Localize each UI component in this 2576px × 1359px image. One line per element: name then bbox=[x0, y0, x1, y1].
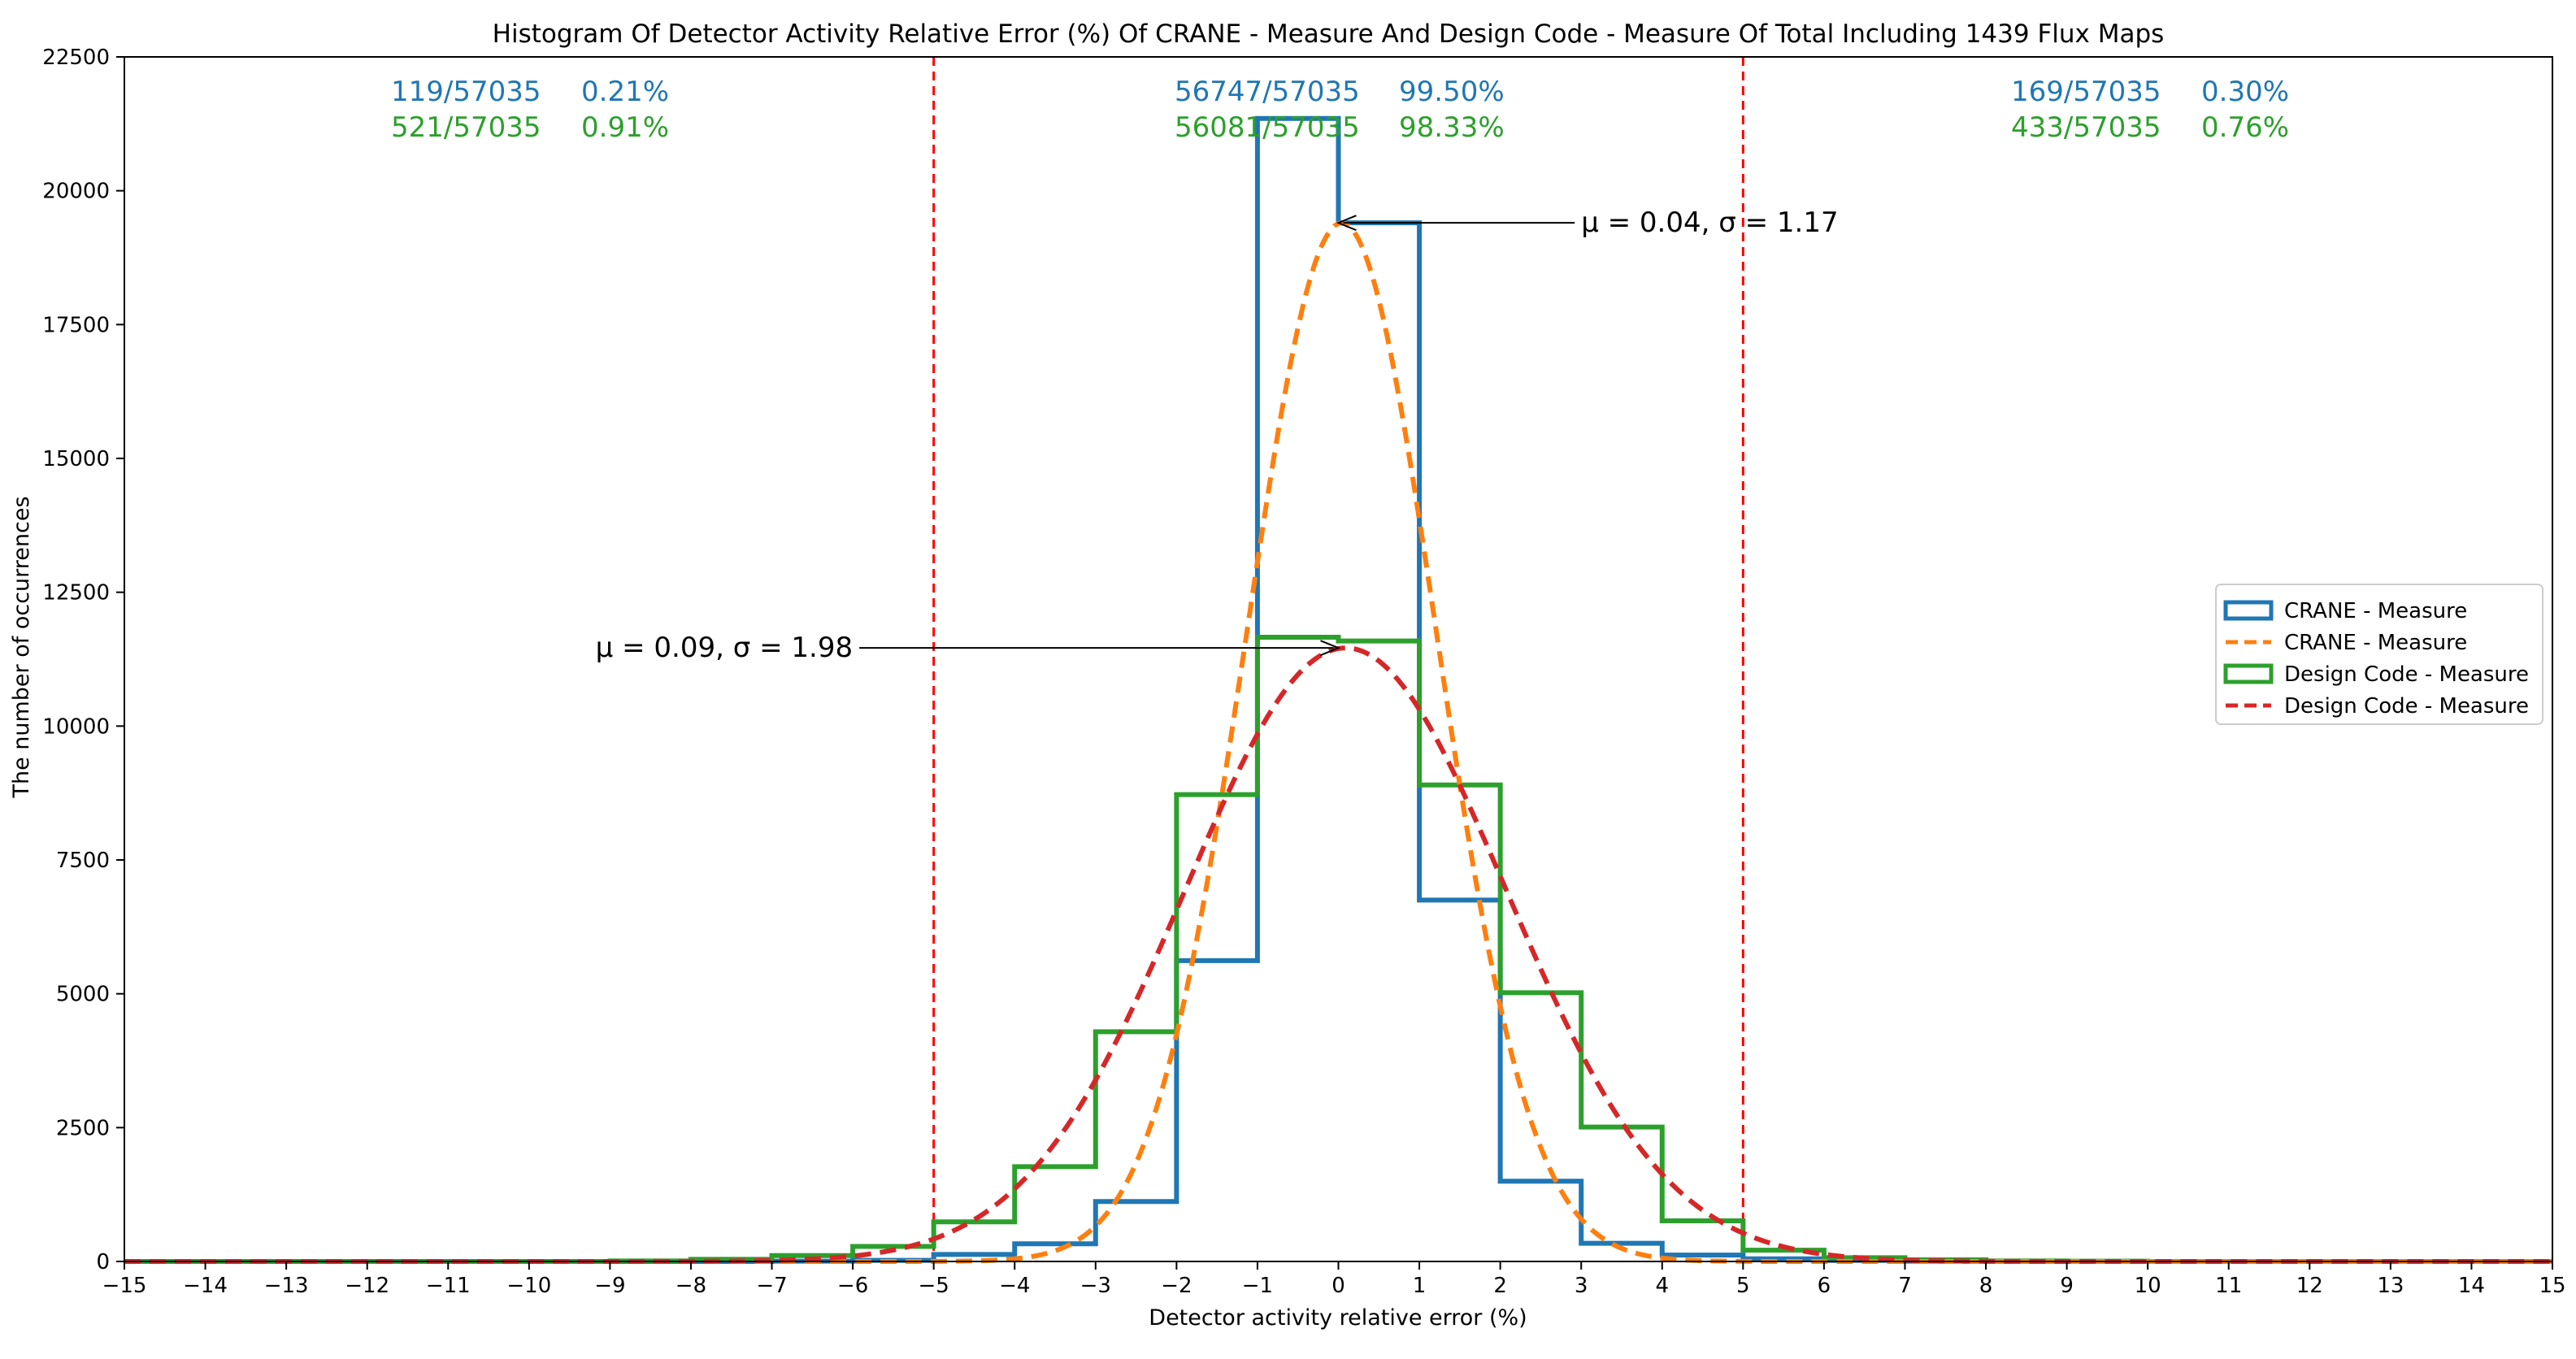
x-tick-label: −8 bbox=[675, 1274, 706, 1298]
x-tick-label: −7 bbox=[756, 1274, 787, 1298]
x-tick-label: 2 bbox=[1493, 1274, 1507, 1298]
plot-area: −15 −14 −13 −12 −11 −10 −9 −8 −7 −6 −5 −4 −3 −2 −1 0 1 2 3… bbox=[42, 46, 2565, 1298]
x-tick-label: −3 bbox=[1080, 1274, 1111, 1298]
x-tick-label: 7 bbox=[1898, 1274, 1912, 1298]
legend-swatch bbox=[2223, 600, 2274, 621]
legend-label: Design Code - Measure bbox=[2284, 662, 2529, 687]
region-stat-percent: 99.50% bbox=[1399, 76, 1505, 108]
region-stat-percent: 0.76% bbox=[2201, 111, 2289, 144]
x-tick-label: 3 bbox=[1575, 1274, 1588, 1298]
y-tick-label: 0 bbox=[96, 1250, 110, 1274]
legend-box bbox=[2215, 584, 2543, 725]
x-tick-label: 5 bbox=[1736, 1274, 1750, 1298]
annotation-arrowhead bbox=[1336, 215, 1357, 232]
x-tick-label: −2 bbox=[1161, 1274, 1192, 1298]
y-tick-label: 5000 bbox=[56, 983, 110, 1007]
region-stat-count: 56081/57035 bbox=[1175, 111, 1360, 144]
fit-annotation: μ = 0.09, σ = 1.98 bbox=[596, 632, 853, 664]
y-tick-label: 10000 bbox=[42, 714, 110, 739]
x-tick-label: −1 bbox=[1242, 1274, 1273, 1298]
x-tick-label: 10 bbox=[2135, 1274, 2161, 1298]
y-axis-label: The number of occurrences bbox=[9, 496, 34, 798]
region-stat-percent: 0.91% bbox=[581, 111, 669, 144]
x-tick-label: 15 bbox=[2539, 1274, 2565, 1298]
y-tick-label: 22500 bbox=[42, 46, 110, 70]
y-tick-label: 12500 bbox=[42, 581, 110, 606]
x-tick-label: −9 bbox=[594, 1274, 625, 1298]
x-tick-label: −5 bbox=[919, 1274, 949, 1298]
x-tick-label: 13 bbox=[2377, 1274, 2404, 1298]
annotation-arrowhead bbox=[1320, 640, 1341, 657]
fit-annotation: μ = 0.04, σ = 1.17 bbox=[1581, 206, 1838, 239]
x-tick-label: −4 bbox=[999, 1274, 1030, 1298]
x-tick-label: 6 bbox=[1818, 1274, 1831, 1298]
region-stat-count: 521/57035 bbox=[391, 111, 541, 144]
y-tick-label: 2500 bbox=[56, 1116, 110, 1140]
region-stat-percent: 0.30% bbox=[2201, 76, 2289, 108]
x-tick-label: −6 bbox=[837, 1274, 868, 1298]
x-axis-label: Detector activity relative error (%) bbox=[1149, 1305, 1527, 1331]
x-tick-label: −11 bbox=[426, 1274, 471, 1298]
x-tick-label: 8 bbox=[1979, 1274, 1993, 1298]
region-stat-count: 119/57035 bbox=[391, 76, 541, 108]
x-tick-label: −10 bbox=[506, 1274, 551, 1298]
chart-title: Histogram Of Detector Activity Relative … bbox=[493, 20, 2165, 49]
y-tick-label: 17500 bbox=[42, 313, 110, 337]
x-tick-label: 12 bbox=[2296, 1274, 2323, 1298]
x-tick-label: 11 bbox=[2215, 1274, 2242, 1298]
x-tick-label: 14 bbox=[2458, 1274, 2485, 1298]
x-tick-label: −15 bbox=[102, 1274, 147, 1298]
x-tick-label: 0 bbox=[1331, 1274, 1345, 1298]
legend-label: Design Code - Measure bbox=[2284, 694, 2529, 719]
legend-label: CRANE - Measure bbox=[2284, 631, 2467, 655]
region-stat-count: 56747/57035 bbox=[1175, 76, 1360, 108]
x-tick-label: 9 bbox=[2060, 1274, 2074, 1298]
legend-label: CRANE - Measure bbox=[2284, 599, 2467, 623]
y-tick-label: 7500 bbox=[56, 849, 110, 873]
y-tick-label: 20000 bbox=[42, 180, 110, 204]
x-tick-label: −13 bbox=[264, 1274, 309, 1298]
region-stat-count: 169/57035 bbox=[2011, 76, 2161, 108]
region-stat-count: 433/57035 bbox=[2011, 111, 2161, 144]
x-tick-label: 4 bbox=[1655, 1274, 1669, 1298]
x-tick-label: 1 bbox=[1413, 1274, 1427, 1298]
legend-swatch bbox=[2223, 663, 2274, 684]
region-stat-percent: 98.33% bbox=[1399, 111, 1505, 144]
x-tick-label: −14 bbox=[183, 1274, 228, 1298]
x-tick-label: −12 bbox=[345, 1274, 389, 1298]
y-tick-label: 15000 bbox=[42, 447, 110, 471]
region-stat-percent: 0.21% bbox=[581, 76, 669, 108]
